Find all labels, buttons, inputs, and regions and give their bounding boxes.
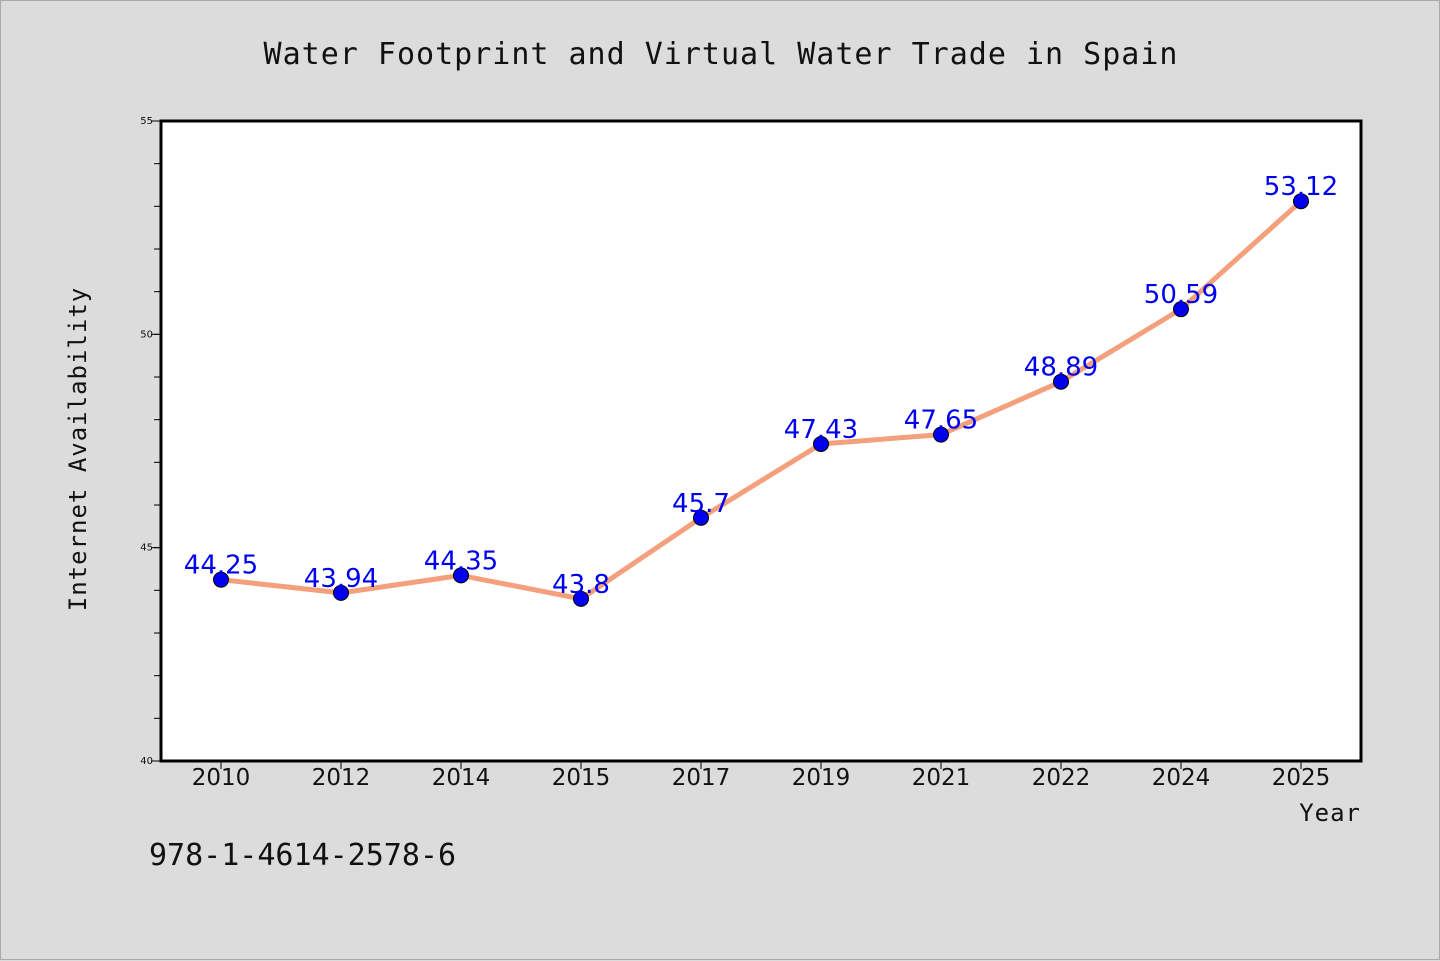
chart-title: Water Footprint and Virtual Water Trade … [264,37,1179,72]
data-points [213,193,1309,607]
data-point [1173,301,1189,318]
y-axis-label: Internet Availability [64,287,92,611]
data-point [453,567,469,584]
data-point [693,509,709,526]
isbn-footer: 978-1-4614-2578-6 [149,838,456,873]
series-line [220,199,1303,602]
x-tick-label: 2024 [1152,765,1211,791]
x-axis-ticks: 2010 2012 2014 2015 2017 2019 2021 2022 2024 2025 [192,761,1331,791]
data-point [813,435,829,452]
y-tick-label: 40 [140,756,153,767]
series-line-group [220,199,1303,602]
data-label: 50.59 [1144,280,1218,310]
data-label: 47.43 [784,415,858,445]
data-point [1293,193,1309,210]
data-label: 48.89 [1024,353,1098,383]
data-point [573,590,589,607]
plot-area [159,119,1363,763]
data-label: 47.65 [904,406,978,436]
data-label: 43.8 [552,570,610,600]
data-label: 44.35 [424,546,498,576]
data-point [1053,373,1069,390]
x-tick-label: 2021 [912,765,971,791]
x-tick-label: 2025 [1272,765,1331,791]
x-tick-label: 2015 [552,765,611,791]
y-axis-ticks: 40 45 50 55 [140,116,161,767]
x-tick-label: 2022 [1032,765,1091,791]
x-tick-label: 2012 [312,765,371,791]
x-tick-label: 2019 [792,765,851,791]
data-label: 43.94 [304,564,378,594]
x-tick-label: 2010 [192,765,251,791]
data-label: 45.7 [672,489,730,519]
data-point [213,571,229,588]
data-label: 44.25 [184,551,258,581]
y-tick-label: 55 [140,116,153,127]
x-tick-label: 2014 [432,765,491,791]
data-labels: 44.25 43.94 44.35 43.8 45.7 47.43 47.65 48.89 50… [184,172,1338,600]
data-label: 53.12 [1264,172,1338,202]
y-tick-label: 50 [140,329,153,340]
y-tick-label: 45 [140,543,153,554]
x-axis-label: Year [1299,799,1361,827]
data-point [333,584,349,601]
data-point [933,426,949,443]
x-tick-label: 2017 [672,765,731,791]
